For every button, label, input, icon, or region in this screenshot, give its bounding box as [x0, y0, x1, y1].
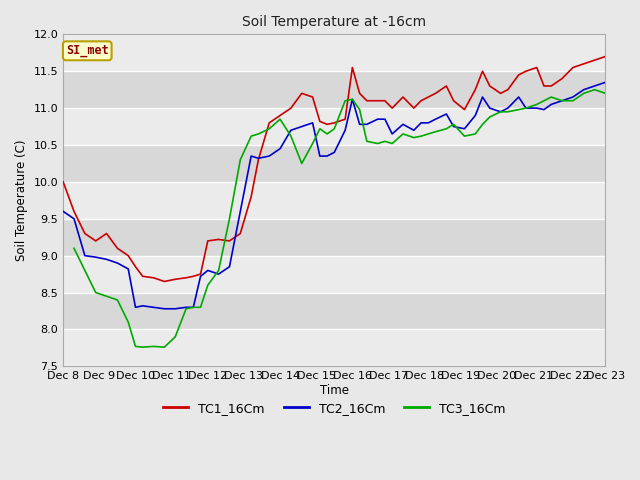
- Y-axis label: Soil Temperature (C): Soil Temperature (C): [15, 140, 28, 261]
- Bar: [63, 145, 605, 182]
- X-axis label: Time: Time: [320, 384, 349, 397]
- Text: SI_met: SI_met: [66, 44, 109, 57]
- Legend: TC1_16Cm, TC2_16Cm, TC3_16Cm: TC1_16Cm, TC2_16Cm, TC3_16Cm: [158, 397, 510, 420]
- Bar: [63, 71, 605, 108]
- Bar: [63, 108, 605, 145]
- Bar: [63, 329, 605, 366]
- Bar: [63, 35, 605, 71]
- Bar: [63, 182, 605, 219]
- Bar: [63, 292, 605, 329]
- Title: Soil Temperature at -16cm: Soil Temperature at -16cm: [242, 15, 426, 29]
- Bar: [63, 256, 605, 292]
- Bar: [63, 219, 605, 256]
